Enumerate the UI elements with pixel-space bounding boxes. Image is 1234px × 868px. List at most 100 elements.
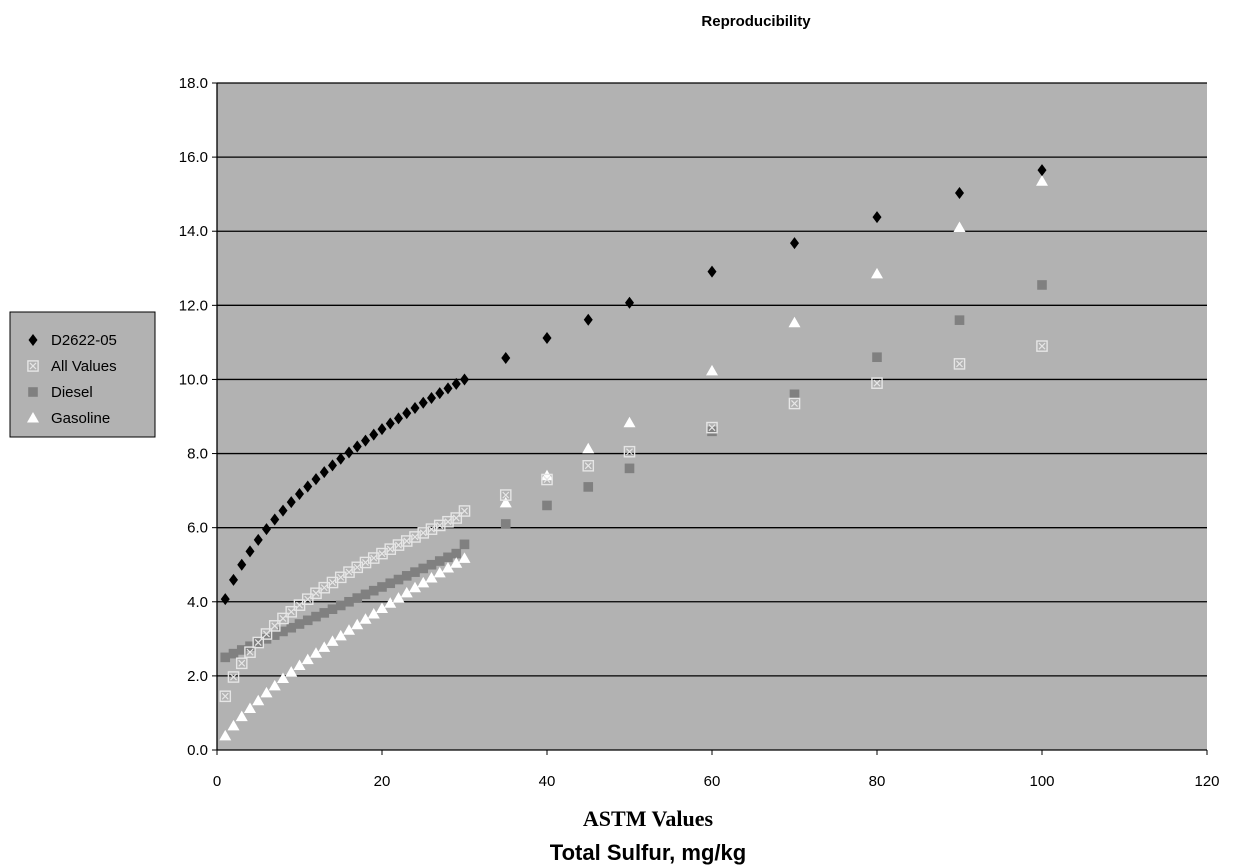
point-diesel-11 xyxy=(311,611,321,622)
point-diesel-0 xyxy=(220,652,231,663)
legend-label-all-values: All Values xyxy=(51,358,117,375)
point-gasoline-17 xyxy=(359,613,372,624)
point-d2622-05-16 xyxy=(352,440,362,453)
x-tick-label-6: 120 xyxy=(1194,773,1219,790)
plot-area xyxy=(217,83,1207,750)
point-d2622-05-10 xyxy=(303,480,313,493)
point-diesel-24 xyxy=(418,563,429,574)
point-d2622-05-31 xyxy=(542,331,552,344)
point-all-values-20 xyxy=(384,543,397,555)
point-gasoline-7 xyxy=(277,672,289,683)
point-diesel-33 xyxy=(624,463,635,474)
x-tick-label-5: 100 xyxy=(1029,773,1054,790)
chart-title: Reproducibility xyxy=(701,13,811,30)
point-gasoline-26 xyxy=(433,566,446,578)
point-gasoline-22 xyxy=(400,586,413,598)
y-tick-label-7: 14.0 xyxy=(179,223,208,240)
point-diesel-12 xyxy=(319,608,330,618)
point-all-values-24 xyxy=(417,527,430,539)
point-gasoline-10 xyxy=(301,653,314,665)
point-d2622-05-30 xyxy=(501,351,511,364)
point-diesel-34 xyxy=(707,426,717,437)
point-all-values-1 xyxy=(227,671,240,683)
data-points xyxy=(219,164,1048,741)
point-d2622-05-18 xyxy=(369,428,379,441)
point-all-values-21 xyxy=(392,539,405,551)
point-diesel-1 xyxy=(228,648,239,659)
point-d2622-05-11 xyxy=(311,473,321,486)
point-all-values-27 xyxy=(442,515,454,528)
point-all-values-34 xyxy=(706,421,718,434)
point-diesel-23 xyxy=(410,567,420,577)
point-d2622-05-22 xyxy=(402,407,412,420)
x-axis-ticks: 0 20 40 60 80 100 120 xyxy=(213,750,1220,790)
point-gasoline-34 xyxy=(706,364,718,376)
legend-marker-gasoline xyxy=(27,412,39,423)
point-gasoline-24 xyxy=(417,576,430,588)
point-gasoline-38 xyxy=(1036,175,1048,186)
point-all-values-35 xyxy=(788,397,801,410)
x-tick-label-4: 80 xyxy=(869,773,886,790)
y-axis-ticks: 0.0 2.0 4.0 6.0 8.0 10.0 12.0 14.0 16.0 18.0 xyxy=(179,75,217,759)
point-diesel-15 xyxy=(344,596,354,607)
legend-item-diesel: Diesel xyxy=(28,384,93,401)
point-d2622-05-9 xyxy=(295,487,304,500)
legend-item-gasoline: Gasoline xyxy=(27,410,110,427)
point-gasoline-35 xyxy=(788,316,801,328)
point-gasoline-33 xyxy=(623,416,636,428)
point-d2622-05-7 xyxy=(278,504,288,517)
legend-marker-all-values xyxy=(27,360,39,372)
point-d2622-05-26 xyxy=(435,387,445,400)
y-tick-label-2: 4.0 xyxy=(187,594,208,611)
point-all-values-37 xyxy=(953,358,966,370)
point-gasoline-29 xyxy=(458,552,471,563)
point-d2622-05-3 xyxy=(245,545,255,558)
y-tick-label-0: 0.0 xyxy=(187,742,208,759)
point-gasoline-16 xyxy=(351,618,364,630)
point-diesel-17 xyxy=(360,589,371,600)
point-diesel-18 xyxy=(368,585,379,596)
point-diesel-20 xyxy=(385,578,396,589)
point-diesel-9 xyxy=(294,619,305,629)
point-gasoline-0 xyxy=(219,729,232,741)
point-all-values-5 xyxy=(260,628,273,640)
legend-label-d2622-05: D2622-05 xyxy=(51,332,117,349)
point-d2622-05-12 xyxy=(319,466,329,479)
y-tick-label-1: 2.0 xyxy=(187,668,208,685)
point-d2622-05-34 xyxy=(707,265,717,278)
point-all-values-0 xyxy=(219,690,232,703)
point-gasoline-11 xyxy=(310,647,322,658)
point-all-values-33 xyxy=(623,445,636,458)
point-gasoline-14 xyxy=(334,629,347,641)
gridlines xyxy=(217,82,1207,677)
point-all-values-10 xyxy=(301,593,314,605)
point-d2622-05-25 xyxy=(427,391,436,404)
point-d2622-05-17 xyxy=(361,434,370,447)
point-gasoline-5 xyxy=(260,686,273,698)
point-d2622-05-35 xyxy=(790,237,799,250)
point-d2622-05-4 xyxy=(253,533,263,546)
point-all-values-14 xyxy=(334,571,347,584)
point-gasoline-15 xyxy=(343,624,355,635)
point-gasoline-6 xyxy=(268,679,281,691)
point-d2622-05-15 xyxy=(344,446,354,459)
point-d2622-05-29 xyxy=(460,373,469,386)
point-d2622-05-21 xyxy=(394,412,403,425)
point-all-values-29 xyxy=(458,505,471,517)
series-all-values xyxy=(219,340,1048,703)
point-diesel-38 xyxy=(1037,280,1047,290)
y-tick-label-3: 6.0 xyxy=(187,520,208,537)
point-gasoline-27 xyxy=(442,562,454,573)
point-all-values-22 xyxy=(400,535,413,547)
point-all-values-7 xyxy=(277,612,289,625)
point-all-values-6 xyxy=(268,620,281,632)
point-diesel-13 xyxy=(327,604,338,614)
point-gasoline-13 xyxy=(326,635,339,646)
point-all-values-4 xyxy=(252,636,265,649)
point-d2622-05-8 xyxy=(286,496,296,509)
point-gasoline-28 xyxy=(450,557,463,568)
point-diesel-37 xyxy=(954,315,965,325)
point-diesel-35 xyxy=(789,389,800,400)
